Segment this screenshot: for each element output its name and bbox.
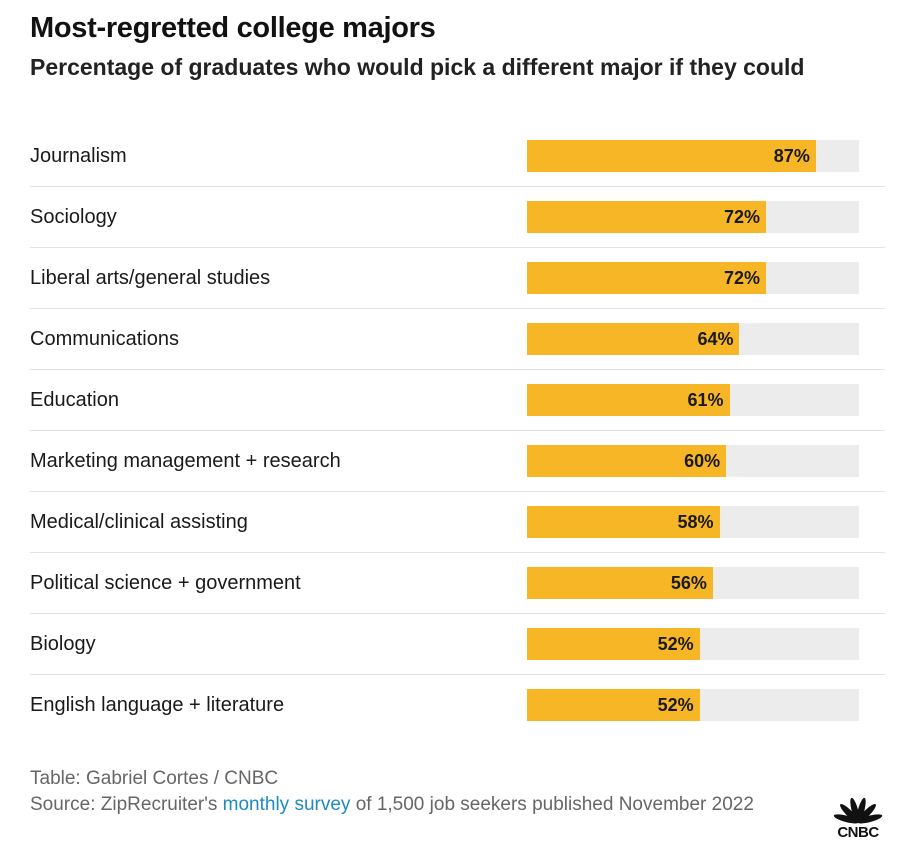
data-label: 52% <box>657 695 694 715</box>
monthly-survey-link[interactable]: monthly survey <box>222 794 351 815</box>
bar-track: 64% <box>527 323 859 355</box>
chart-row: Biology 52% <box>30 614 885 675</box>
data-label: 72% <box>724 268 761 288</box>
bar-track: 52% <box>527 689 859 721</box>
peacock-icon <box>833 797 883 824</box>
bar-track: 58% <box>527 506 859 538</box>
chart-title: Most-regretted college majors <box>30 12 436 44</box>
category-label: English language + literature <box>30 694 285 716</box>
bar: 60% <box>527 445 727 477</box>
source-suffix: of 1,500 job seekers published November … <box>350 794 754 815</box>
category-label: Medical/clinical assisting <box>30 511 248 533</box>
bar: 64% <box>527 323 740 355</box>
source-text: Source: ZipRecruiter's monthly survey of… <box>30 792 810 818</box>
bar: 61% <box>527 384 730 416</box>
bar: 58% <box>527 506 720 538</box>
bar-track: 52% <box>527 628 859 660</box>
category-label: Sociology <box>30 206 117 228</box>
chart-row: Sociology 72% <box>30 187 885 248</box>
bar-track: 72% <box>527 201 859 233</box>
cnbc-logo: CNBC <box>826 794 890 842</box>
bar-track: 61% <box>527 384 859 416</box>
chart-row: Medical/clinical assisting 58% <box>30 492 885 553</box>
category-label: Biology <box>30 633 96 655</box>
logo-text: CNBC <box>837 824 879 841</box>
data-label: 87% <box>773 146 810 166</box>
bar: 52% <box>527 628 700 660</box>
chart-row: Journalism 87% <box>30 126 885 187</box>
chart-row: English language + literature 52% <box>30 675 885 735</box>
chart-subtitle: Percentage of graduates who would pick a… <box>30 54 805 80</box>
category-label: Political science + government <box>30 572 301 594</box>
footer: Table: Gabriel Cortes / CNBC Source: Zip… <box>30 766 810 818</box>
credit-text: Table: Gabriel Cortes / CNBC <box>30 768 279 789</box>
bar-chart: Journalism 87% Sociology 72% Liberal arts/ge… <box>30 126 885 735</box>
category-label: Marketing management + research <box>30 450 341 472</box>
data-label: 56% <box>670 573 707 593</box>
category-label: Liberal arts/general studies <box>30 267 271 289</box>
bar: 72% <box>527 201 767 233</box>
source-prefix: Source: ZipRecruiter's <box>30 794 223 815</box>
chart-row: Political science + government 56% <box>30 553 885 614</box>
chart-row: Marketing management + research 60% <box>30 431 885 492</box>
bar-track: 56% <box>527 567 859 599</box>
bar: 87% <box>527 140 816 172</box>
bar: 52% <box>527 689 700 721</box>
data-label: 58% <box>677 512 714 532</box>
bar: 72% <box>527 262 767 294</box>
bar: 56% <box>527 567 713 599</box>
chart-row: Liberal arts/general studies 72% <box>30 248 885 309</box>
bar-track: 87% <box>527 140 859 172</box>
chart-row: Communications 64% <box>30 309 885 370</box>
bar-track: 60% <box>527 445 859 477</box>
data-label: 60% <box>684 451 721 471</box>
category-label: Journalism <box>30 145 127 167</box>
chart-row: Education 61% <box>30 370 885 431</box>
data-label: 64% <box>697 329 734 349</box>
data-label: 72% <box>724 207 761 227</box>
data-label: 52% <box>657 634 694 654</box>
category-label: Communications <box>30 328 179 350</box>
bar-track: 72% <box>527 262 859 294</box>
category-label: Education <box>30 389 119 411</box>
data-label: 61% <box>687 390 724 410</box>
